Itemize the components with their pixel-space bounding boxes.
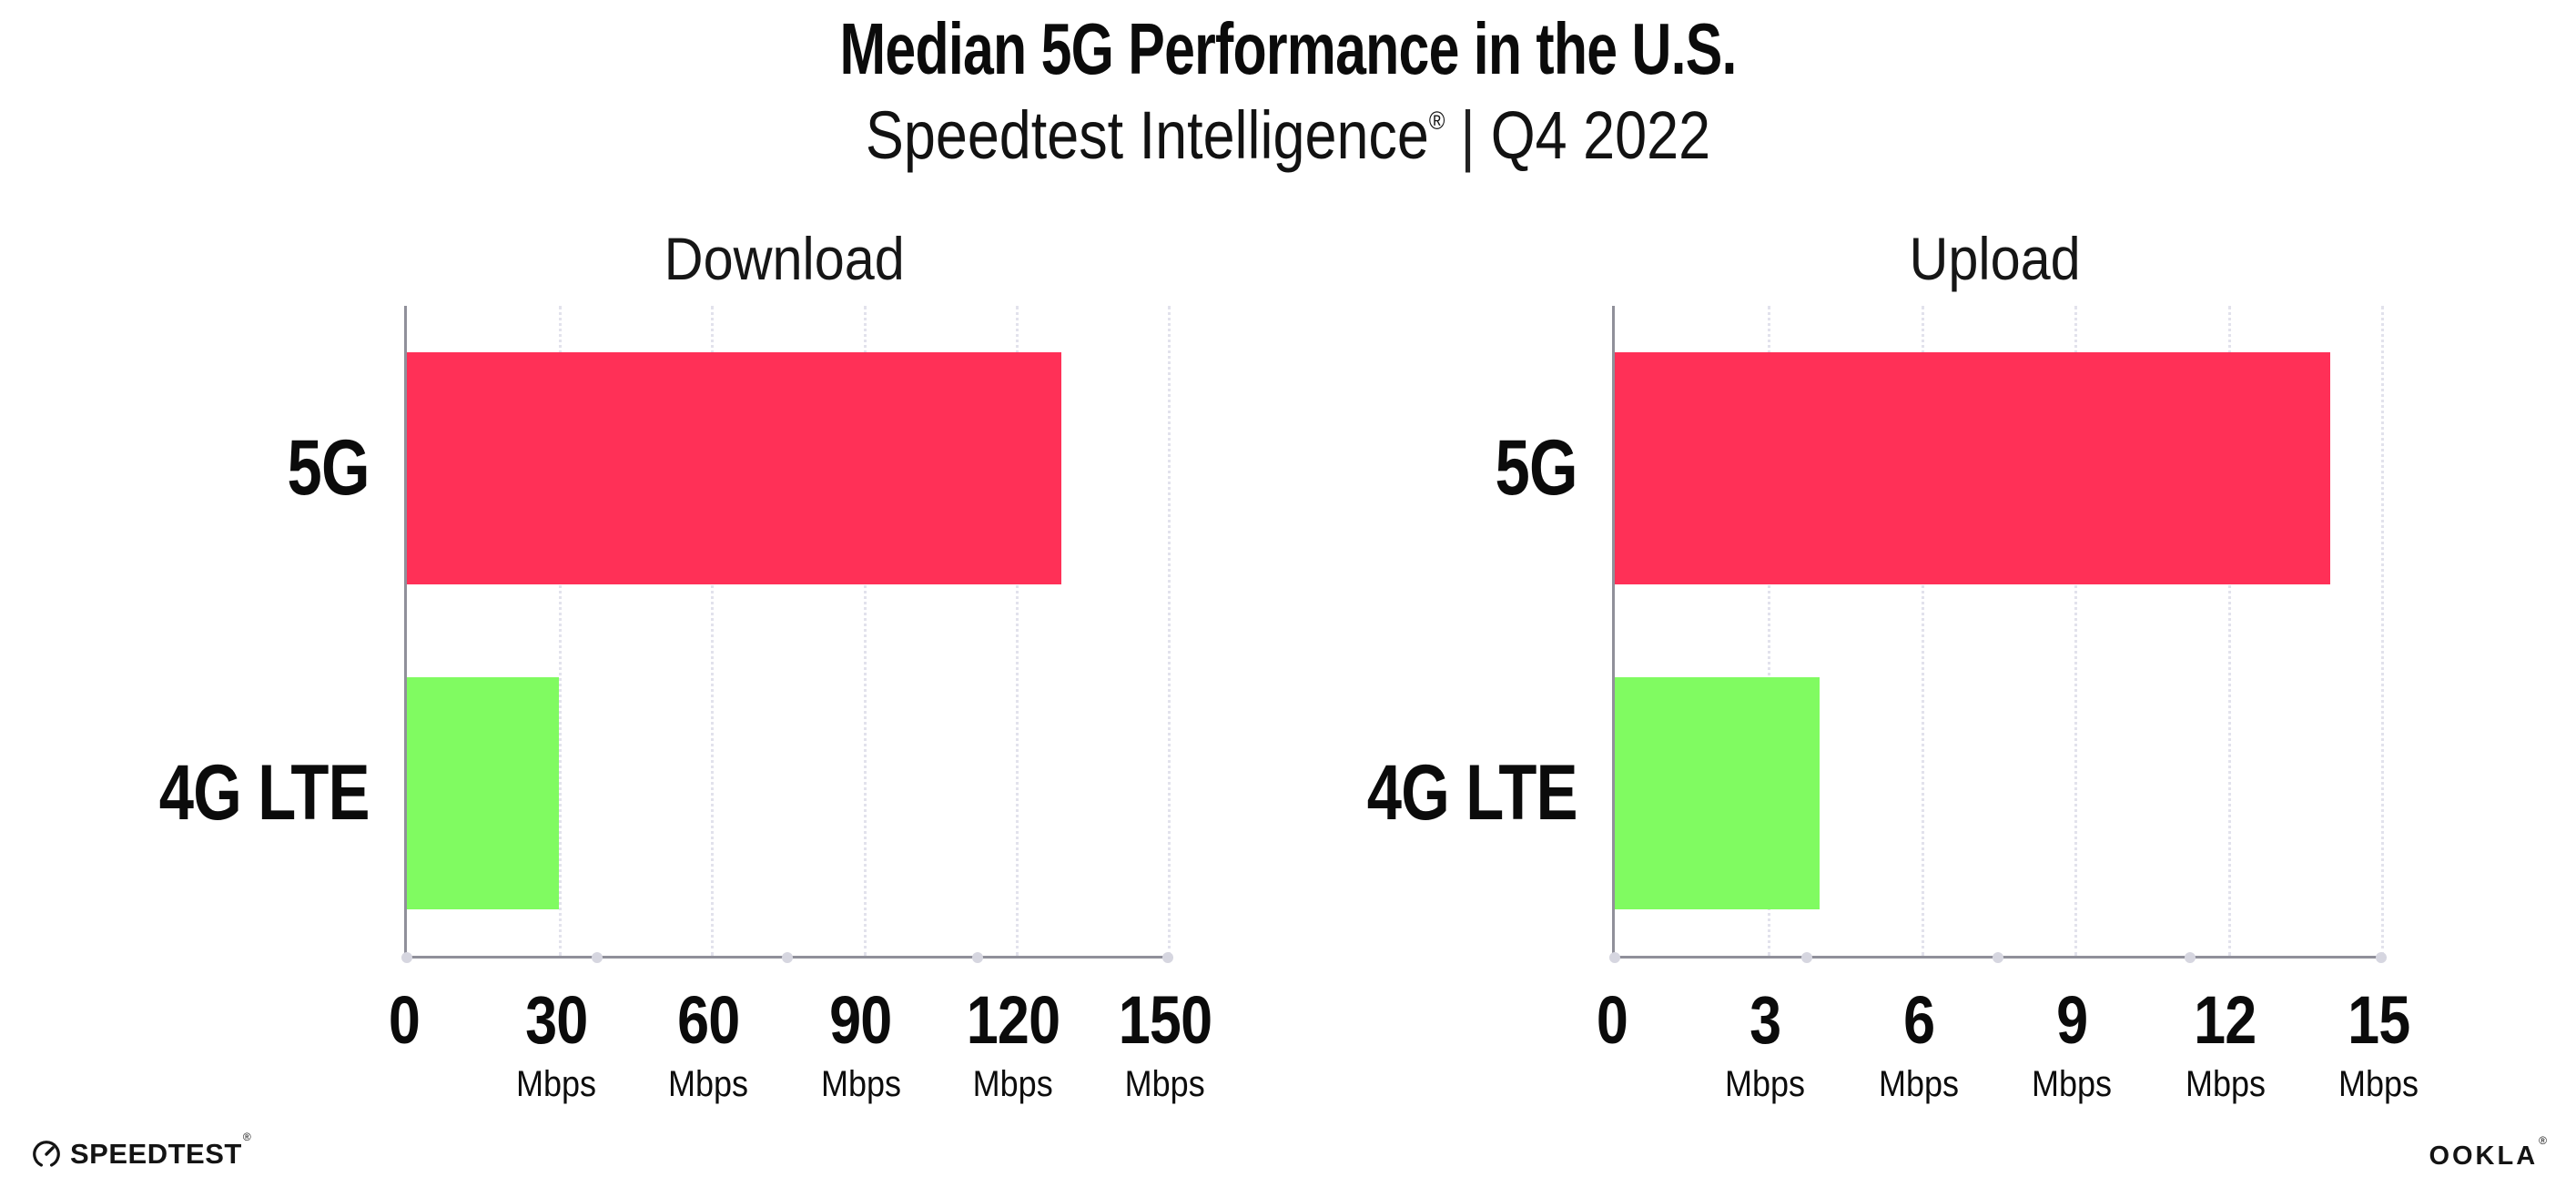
gridline-12 bbox=[2227, 306, 2231, 956]
bar-4g-lte bbox=[407, 677, 560, 909]
speedtest-gauge-icon bbox=[33, 1141, 60, 1167]
axis-tick-dot bbox=[1993, 952, 2003, 963]
download-chart-title: Download bbox=[664, 225, 906, 292]
subtitle-period: Q4 2022 bbox=[1490, 97, 1711, 173]
x-tick-150: 150 Mbps bbox=[1111, 981, 1220, 1105]
x-tick-120: 120 Mbps bbox=[958, 981, 1068, 1105]
gridline-3 bbox=[1768, 306, 1771, 956]
subtitle-separator: | bbox=[1460, 97, 1476, 173]
plot-area bbox=[401, 306, 1173, 963]
download-category-labels: 5G 4G LTE bbox=[0, 306, 370, 956]
tick-unit-label: Mbps bbox=[972, 1064, 1053, 1104]
gridline-60 bbox=[711, 306, 715, 956]
upload-category-labels: 5G 4G LTE bbox=[1208, 306, 1578, 956]
upload-x-axis: 0 3 Mbps 6 Mbps 9 Mbps 12 Mbps 15 Mbps bbox=[1597, 981, 2419, 1118]
x-tick-3: 3 Mbps bbox=[1720, 981, 1810, 1105]
gridline-150 bbox=[1168, 306, 1171, 956]
category-label-4g-lte: 4G LTE bbox=[1367, 749, 1578, 837]
subtitle-brand: Speedtest Intelligence bbox=[865, 97, 1429, 173]
download-x-axis: 0 30 Mbps 60 Mbps 90 Mbps 120 Mbps 150 Mbps bbox=[389, 981, 1212, 1118]
tick-unit-label: Mbps bbox=[1725, 1064, 1806, 1104]
upload-chart-title: Upload bbox=[1909, 225, 2082, 292]
speedtest-logo: SPEEDTEST® bbox=[31, 1131, 252, 1171]
tick-unit-label: Mbps bbox=[1124, 1064, 1206, 1104]
tick-unit-label: Mbps bbox=[2032, 1064, 2113, 1104]
category-label-5g: 5G bbox=[1495, 424, 1578, 512]
axis-tick-dot bbox=[1609, 952, 1620, 963]
bar-5g bbox=[1615, 352, 2330, 584]
axis-tick-dot bbox=[2184, 952, 2196, 963]
axis-tick-dot bbox=[972, 952, 983, 963]
x-tick-6: 6 Mbps bbox=[1874, 981, 1963, 1105]
axis-tick-dot bbox=[592, 952, 603, 963]
x-tick-60: 60 Mbps bbox=[664, 981, 753, 1105]
axis-tick-dot bbox=[1162, 952, 1173, 963]
tick-unit-label: Mbps bbox=[516, 1064, 597, 1104]
tick-unit-label: Mbps bbox=[1878, 1064, 1959, 1104]
gridline-30 bbox=[559, 306, 563, 956]
axis-tick-dot bbox=[401, 952, 412, 963]
bar-5g bbox=[407, 352, 1061, 584]
ookla-registered-mark: ® bbox=[2539, 1134, 2550, 1147]
axis-tick-dot bbox=[782, 952, 793, 963]
gridline-15 bbox=[2381, 306, 2384, 956]
x-tick-12: 12 Mbps bbox=[2181, 981, 2270, 1105]
gridline-120 bbox=[1015, 306, 1019, 956]
speedtest-registered-mark: ® bbox=[242, 1131, 252, 1143]
page-title: Median 5G Performance in the U.S. bbox=[0, 7, 2576, 91]
tick-unit-label: Mbps bbox=[820, 1064, 901, 1104]
gridline-9 bbox=[2074, 306, 2078, 956]
category-label-5g: 5G bbox=[287, 424, 370, 512]
x-tick-15: 15 Mbps bbox=[2334, 981, 2423, 1105]
x-tick-0: 0 bbox=[1596, 982, 1628, 1058]
x-tick-9: 9 Mbps bbox=[2027, 981, 2116, 1105]
gridline-6 bbox=[1921, 306, 1924, 956]
page-title-text: Median 5G Performance in the U.S. bbox=[839, 8, 1737, 89]
axis-tick-dot bbox=[2376, 952, 2387, 963]
category-label-4g-lte: 4G LTE bbox=[159, 749, 370, 837]
tick-unit-label: Mbps bbox=[2185, 1064, 2266, 1104]
tick-unit-label: Mbps bbox=[668, 1064, 749, 1104]
figure-subtitle: Speedtest Intelligence® | Q4 2022 bbox=[0, 96, 2576, 174]
x-tick-30: 30 Mbps bbox=[512, 981, 601, 1105]
speedtest-wordmark: SPEEDTEST® bbox=[70, 1131, 252, 1170]
ookla-logo: OOKLA® bbox=[2429, 1134, 2549, 1172]
x-tick-90: 90 Mbps bbox=[816, 981, 906, 1105]
x-tick-0: 0 bbox=[388, 982, 421, 1058]
registered-mark: ® bbox=[1428, 107, 1445, 136]
ookla-wordmark: OOKLA bbox=[2429, 1141, 2539, 1171]
axis-tick-dot bbox=[1800, 952, 1812, 963]
bar-4g-lte bbox=[1615, 677, 1820, 909]
plot-area bbox=[1609, 306, 2387, 963]
gridline-90 bbox=[863, 306, 867, 956]
tick-unit-label: Mbps bbox=[2338, 1064, 2419, 1104]
